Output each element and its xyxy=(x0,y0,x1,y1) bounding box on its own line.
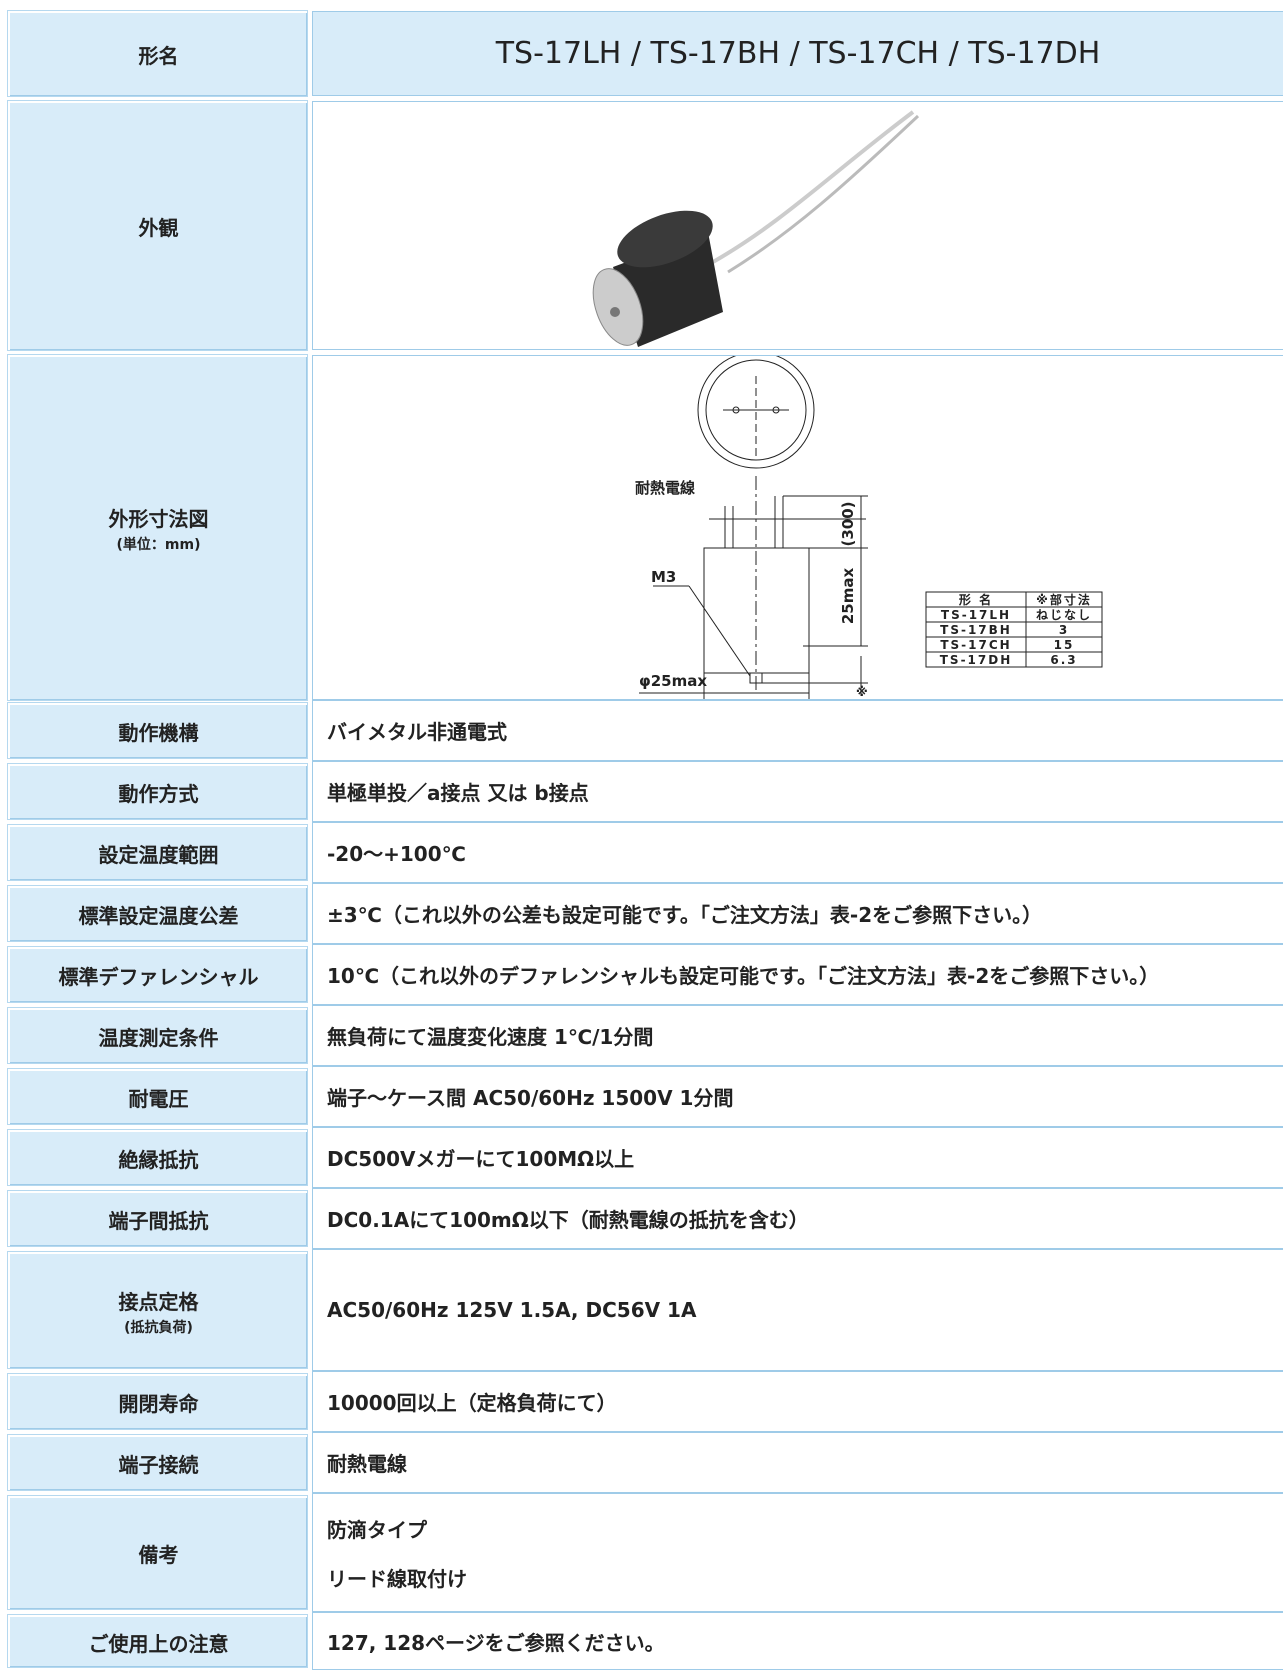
label-text: 開閉寿命 xyxy=(118,1392,199,1416)
value-line: 防滴タイプ xyxy=(327,1517,427,1542)
row-value: AC50/60Hz 125V 1.5A, DC56V 1A xyxy=(312,1249,1283,1371)
row-value: DC0.1Aにて100mΩ以下（耐熱電線の抵抗を含む） xyxy=(312,1188,1283,1249)
value-text: DC500Vメガーにて100MΩ以上 xyxy=(327,1147,635,1171)
value-text: 単極単投／a接点 又は b接点 xyxy=(327,781,589,805)
dimension-drawing: 耐熱電線 (300) 25max M3 φ25max ※ 形 名 ※部寸法 TS-1… xyxy=(635,351,1103,699)
label-text: 設定温度範囲 xyxy=(98,843,219,867)
label-text: 標準デファレンシャル xyxy=(58,965,259,989)
diagram-cell: 耐熱電線 (300) 25max M3 φ25max ※ 形 名 ※部寸法 TS-1… xyxy=(312,351,1283,700)
label-text: 接点定格 xyxy=(118,1289,199,1314)
label-text: 外観 xyxy=(138,216,179,240)
row-value: ±3℃（これ以外の公差も設定可能です。「ご注文方法」表-2をご参照下さい。） xyxy=(312,883,1283,944)
label-text: 端子間抵抗 xyxy=(108,1209,209,1233)
label-text: 備考 xyxy=(138,1543,179,1567)
row-label: 耐電圧 xyxy=(7,1068,308,1125)
value-text: -20～+100℃ xyxy=(327,842,466,866)
product-photo xyxy=(592,110,920,347)
value-text: DC0.1Aにて100mΩ以下（耐熱電線の抵抗を含む） xyxy=(327,1208,809,1232)
table-cell: TS-17DH xyxy=(940,653,1013,667)
row-label: 外形寸法図 (単位：mm) xyxy=(7,354,308,701)
value-text: AC50/60Hz 125V 1.5A, DC56V 1A xyxy=(327,1298,697,1322)
photo-cell xyxy=(312,101,1283,350)
label-text: 端子接続 xyxy=(118,1453,199,1477)
table-border xyxy=(925,591,1103,668)
table-cell: TS-17LH xyxy=(941,608,1011,622)
label-text: 標準設定温度公差 xyxy=(78,904,239,928)
value-text: 端子～ケース間 AC50/60Hz 1500V 1分間 xyxy=(327,1086,734,1110)
value-text: バイメタル非通電式 xyxy=(327,720,507,744)
row-label: 形名 xyxy=(7,10,308,97)
note-mark: ※ xyxy=(856,685,868,699)
value-text: 127, 128ページをご参照ください。 xyxy=(327,1630,665,1655)
row-label: 端子間抵抗 xyxy=(7,1190,308,1247)
row-value: 10000回以上（定格負荷にて） xyxy=(312,1371,1283,1432)
table-cell: 6.3 xyxy=(1050,653,1077,667)
label-text: 外形寸法図 xyxy=(108,507,209,531)
row-value: バイメタル非通電式 xyxy=(312,700,1283,761)
model-cell: TS-17LH / TS-17BH / TS-17CH / TS-17DH xyxy=(312,11,1283,96)
table-cell: ねじなし xyxy=(1036,608,1092,622)
models: TS-17LH / TS-17BH / TS-17CH / TS-17DH xyxy=(495,36,1101,71)
row-label: 外観 xyxy=(7,100,308,351)
row-label: ご使用上の注意 xyxy=(7,1614,308,1668)
row-label: 備考 xyxy=(7,1495,308,1610)
row-label: 動作方式 xyxy=(7,763,308,820)
table-cell: TS-17CH xyxy=(940,638,1011,652)
label-text: 形名 xyxy=(138,44,179,68)
value-text: 無負荷にて温度変化速度 1℃/1分間 xyxy=(327,1025,654,1049)
table-cell: TS-17BH xyxy=(940,623,1012,637)
row-label: 動作機構 xyxy=(7,702,308,759)
row-label: 絶縁抵抗 xyxy=(7,1129,308,1186)
value-text: ±3℃（これ以外の公差も設定可能です。「ご注文方法」表-2をご参照下さい。） xyxy=(327,903,1043,927)
row-value: 耐熱電線 xyxy=(312,1432,1283,1493)
row-value: 端子～ケース間 AC50/60Hz 1500V 1分間 xyxy=(312,1066,1283,1127)
row-label: 開閉寿命 xyxy=(7,1373,308,1430)
value-text: 10℃（これ以外のデファレンシャルも設定可能です。「ご注文方法」表-2をご参照下… xyxy=(327,964,1160,988)
label-text: ご使用上の注意 xyxy=(88,1631,229,1656)
row-value: -20～+100℃ xyxy=(312,822,1283,883)
value-text: 耐熱電線 xyxy=(327,1452,407,1476)
wire-label: 耐熱電線 xyxy=(635,479,695,497)
row-value: 防滴タイプリード線取付け xyxy=(312,1493,1283,1612)
lead-length: (300) xyxy=(839,501,857,546)
table-cell: 3 xyxy=(1059,623,1069,637)
row-label: 設定温度範囲 xyxy=(7,824,308,881)
value-line: リード線取付け xyxy=(327,1566,467,1591)
row-value: 単極単投／a接点 又は b接点 xyxy=(312,761,1283,822)
label-text: 絶縁抵抗 xyxy=(118,1148,199,1172)
label-text: 動作機構 xyxy=(118,721,199,745)
row-value: 127, 128ページをご参照ください。 xyxy=(312,1612,1283,1670)
row-label: 端子接続 xyxy=(7,1434,308,1491)
label-note: (単位：mm) xyxy=(116,537,201,553)
label-text: 動作方式 xyxy=(118,782,199,806)
row-label: 標準デファレンシャル xyxy=(7,946,308,1003)
row-label: 接点定格 (抵抗負荷) xyxy=(7,1251,308,1369)
table-cell: 15 xyxy=(1054,638,1075,652)
table-cell: ※部寸法 xyxy=(1036,592,1092,607)
row-value: 無負荷にて温度変化速度 1℃/1分間 xyxy=(312,1005,1283,1066)
table-cell: 形 名 xyxy=(959,592,993,607)
value-text: 10000回以上（定格負荷にて） xyxy=(327,1391,617,1415)
row-value: 10℃（これ以外のデファレンシャルも設定可能です。「ご注文方法」表-2をご参照下… xyxy=(312,944,1283,1005)
label-text: 耐電圧 xyxy=(128,1087,189,1111)
label-note: (抵抗負荷) xyxy=(124,1319,193,1336)
row-value: DC500Vメガーにて100MΩ以上 xyxy=(312,1127,1283,1188)
diameter-dim: φ25max xyxy=(639,672,707,690)
screw-label: M3 xyxy=(651,568,676,586)
height-dim: 25max xyxy=(839,568,857,625)
label-text: 温度測定条件 xyxy=(98,1026,219,1050)
row-label: 標準設定温度公差 xyxy=(7,885,308,942)
row-label: 温度測定条件 xyxy=(7,1007,308,1064)
